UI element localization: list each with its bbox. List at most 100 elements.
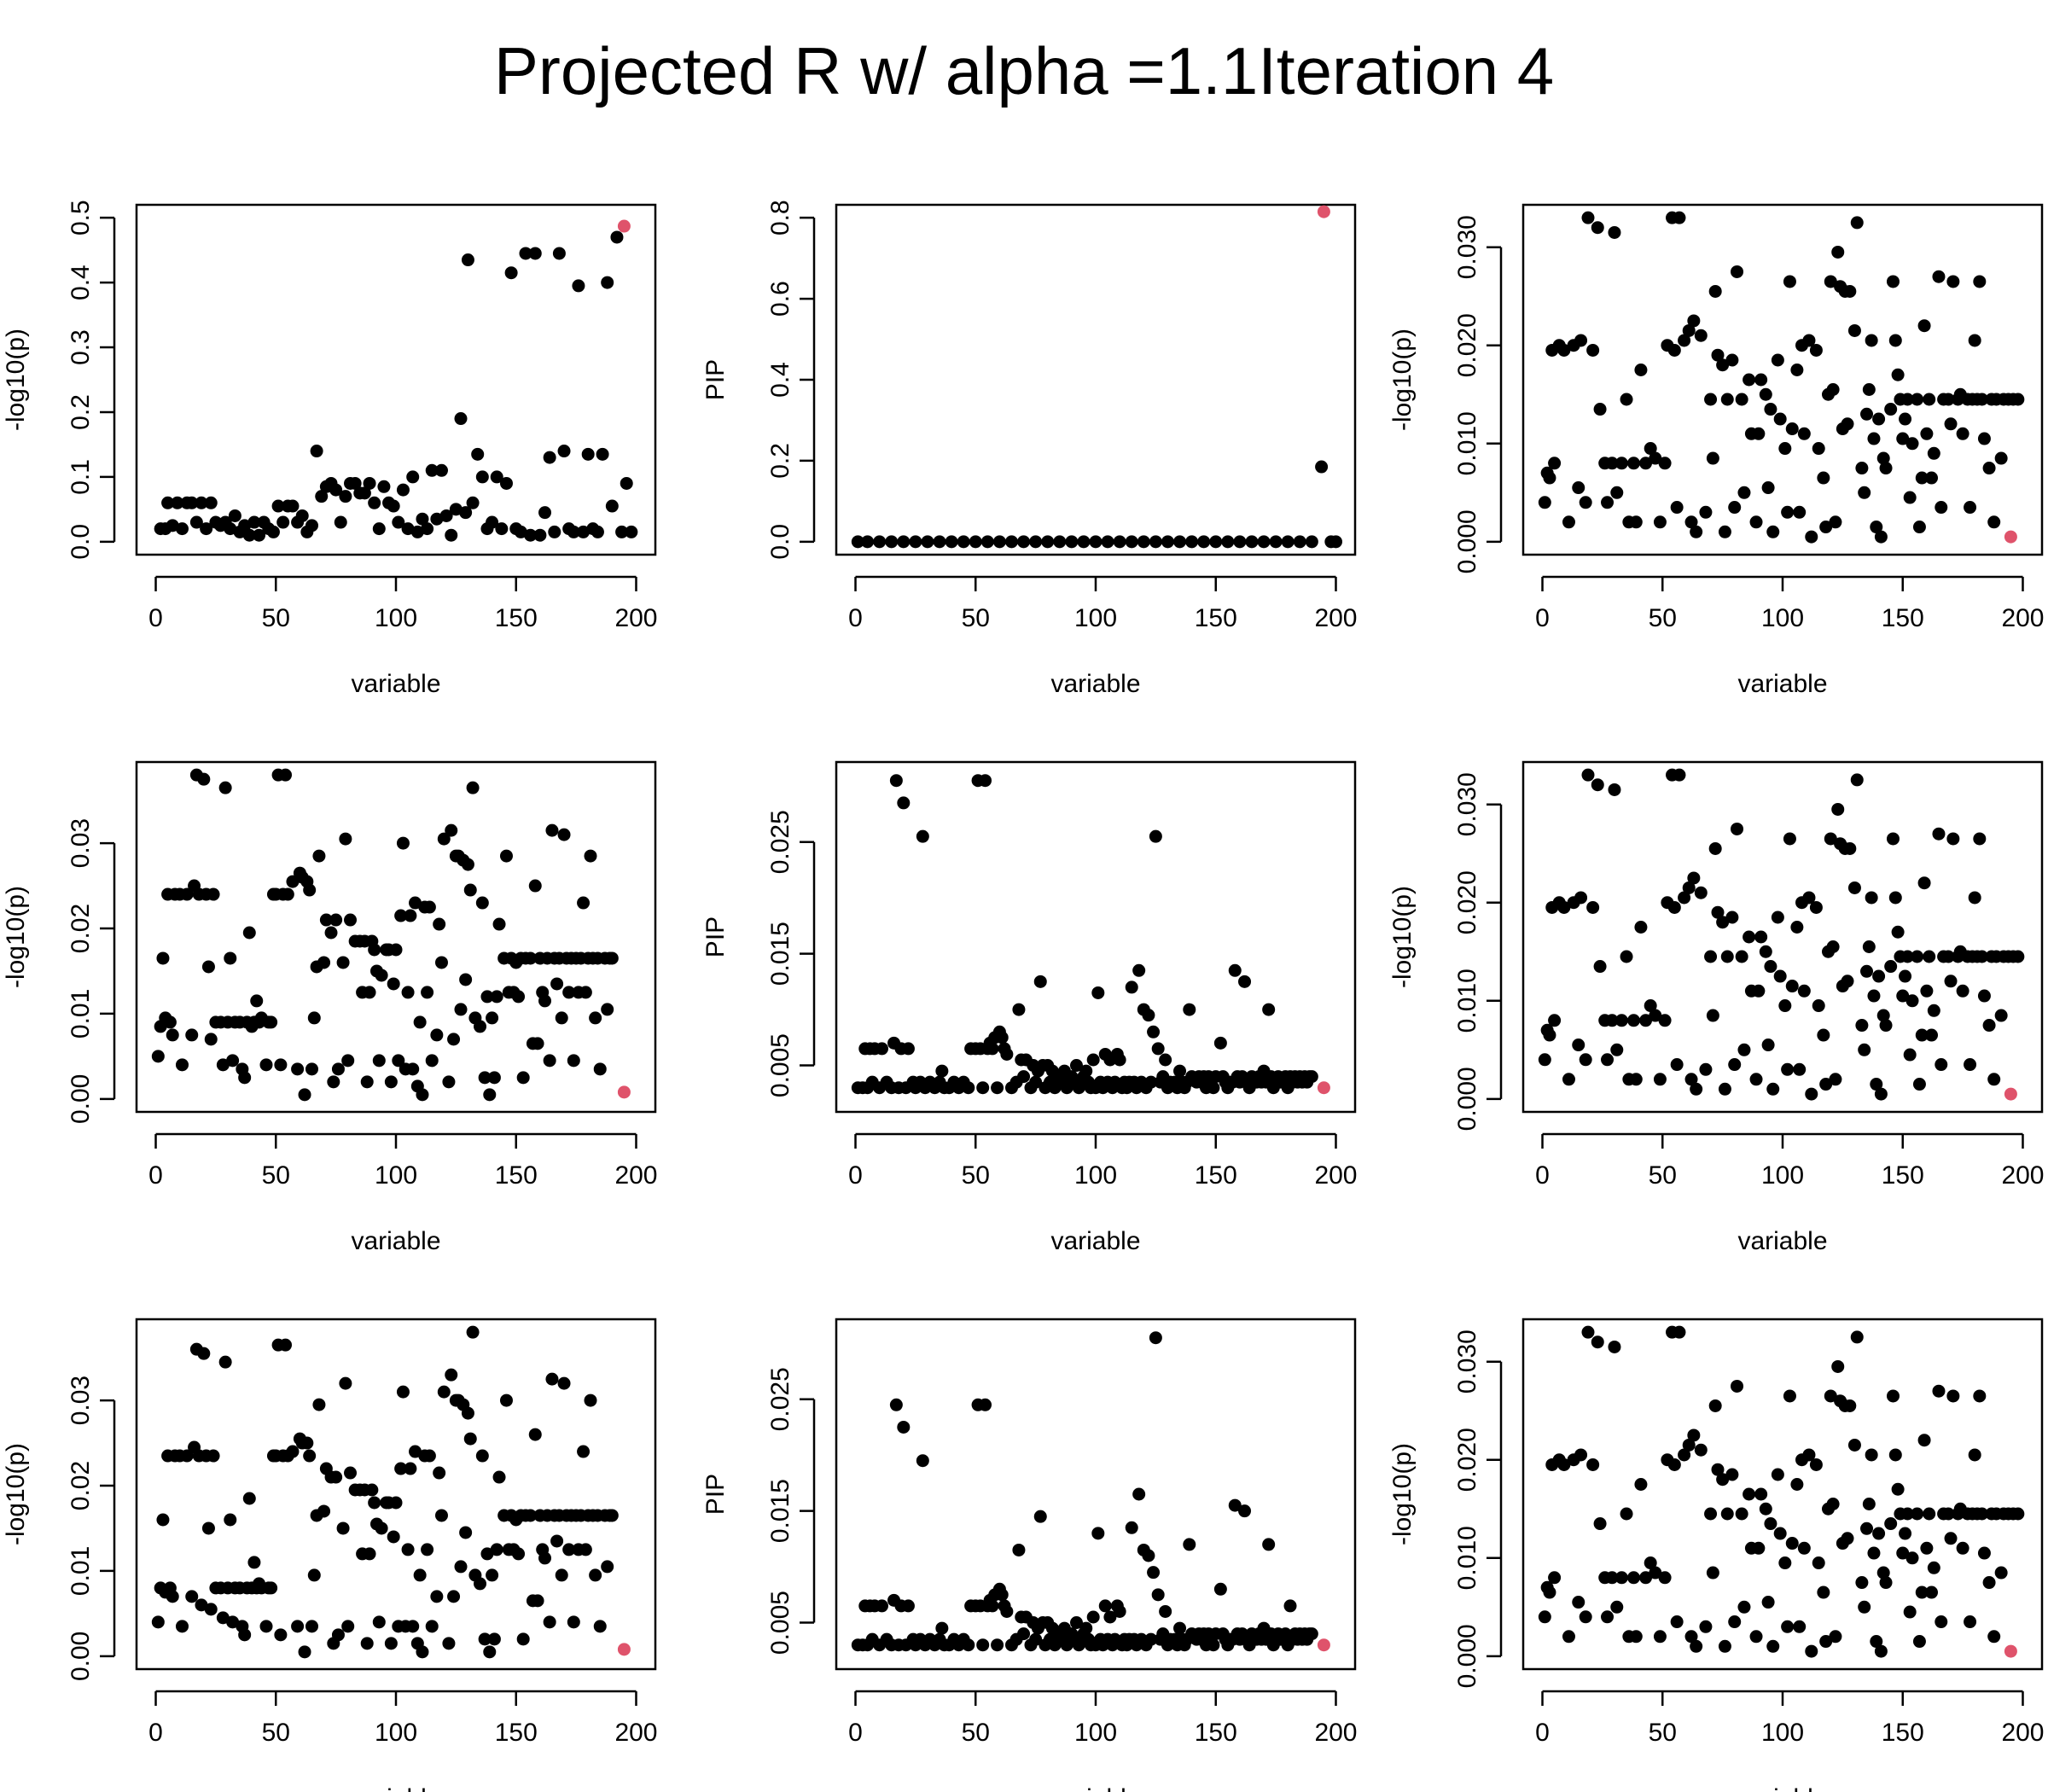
y-axis-label: PIP <box>701 359 730 400</box>
data-point <box>1872 969 1886 983</box>
data-point <box>1562 1073 1575 1086</box>
data-point <box>454 1560 468 1574</box>
data-point <box>957 535 970 549</box>
data-point <box>1634 1477 1648 1491</box>
plot-frame <box>135 1318 657 1671</box>
data-point <box>1773 412 1787 426</box>
data-point <box>538 1551 552 1565</box>
data-point <box>1973 832 1987 846</box>
data-point <box>291 1620 305 1633</box>
data-point <box>1012 1543 1026 1556</box>
data-point <box>1855 1019 1869 1033</box>
data-point <box>1017 1627 1031 1641</box>
data-point <box>406 1062 420 1076</box>
data-point <box>305 519 318 532</box>
data-point <box>348 476 362 490</box>
data-point <box>1841 1532 1854 1545</box>
data-point <box>1884 403 1898 416</box>
data-point <box>543 1615 556 1629</box>
x-tick-label: 50 <box>262 604 290 632</box>
data-point <box>416 512 429 526</box>
data-point <box>449 503 463 516</box>
data-point <box>1029 535 1043 549</box>
x-axis-label: variable <box>1737 1784 1827 1792</box>
data-point <box>1572 481 1585 495</box>
y-tick-label: 0.00 <box>67 1632 95 1681</box>
x-tick-label: 100 <box>375 1719 417 1747</box>
data-point <box>1667 343 1681 357</box>
data-point <box>1238 975 1252 988</box>
plot-frame <box>835 760 1357 1114</box>
data-point <box>875 1599 888 1613</box>
data-point <box>1694 329 1708 342</box>
data-point <box>562 986 576 999</box>
data-point <box>1783 832 1796 846</box>
data-point <box>1113 1053 1126 1067</box>
y-tick-label: 0.1 <box>67 459 95 495</box>
data-point <box>1826 940 1840 954</box>
data-point <box>1956 1541 1969 1555</box>
data-point <box>1144 1075 1158 1089</box>
data-point <box>461 253 474 267</box>
data-point <box>1829 1630 1842 1644</box>
data-point <box>1941 393 1955 406</box>
data-point <box>1077 535 1091 549</box>
data-point <box>1601 1053 1615 1067</box>
data-point <box>567 1054 580 1068</box>
data-point <box>1033 1510 1047 1523</box>
data-point <box>344 913 358 927</box>
data-point <box>962 1638 975 1652</box>
data-point <box>567 525 580 538</box>
data-point <box>1797 427 1811 440</box>
data-point <box>545 1372 559 1386</box>
data-point <box>901 1042 915 1056</box>
data-point <box>166 1028 179 1042</box>
data-point <box>1644 1556 1657 1570</box>
data-point <box>1761 481 1775 495</box>
data-point <box>1142 1009 1155 1022</box>
data-point <box>1731 265 1744 278</box>
data-point <box>1159 1604 1172 1618</box>
data-point <box>1865 1448 1878 1462</box>
data-point <box>341 1620 355 1633</box>
data-point <box>1785 980 1799 993</box>
data-point <box>1826 1498 1840 1511</box>
data-point <box>1862 940 1876 954</box>
data-point <box>1629 515 1643 529</box>
data-point <box>499 849 513 863</box>
data-point <box>885 535 899 549</box>
data-point <box>1793 1620 1807 1633</box>
data-point <box>1903 491 1917 504</box>
y-tick-label: 0.8 <box>766 200 794 236</box>
data-point <box>1173 1621 1187 1635</box>
data-point <box>1262 1538 1276 1551</box>
data-point <box>935 1621 949 1635</box>
data-point <box>1805 1644 1818 1658</box>
data-point <box>1704 393 1718 406</box>
data-point <box>1690 1082 1703 1096</box>
data-point <box>1538 1053 1551 1067</box>
data-point <box>1548 1014 1562 1027</box>
data-point <box>461 1406 474 1420</box>
data-point <box>1977 989 1991 1003</box>
data-point <box>430 512 444 526</box>
x-tick-label: 150 <box>495 1161 538 1190</box>
data-point <box>1608 783 1621 796</box>
data-point <box>1608 1340 1621 1353</box>
data-point <box>1029 1075 1043 1089</box>
data-point <box>271 499 285 513</box>
plot-frame <box>835 203 1357 556</box>
data-point <box>1718 525 1731 538</box>
data-point <box>1735 950 1748 963</box>
data-point <box>387 977 400 991</box>
y-tick-label: 0.5 <box>67 200 95 236</box>
data-point <box>1706 1566 1719 1580</box>
data-point <box>1905 437 1919 451</box>
highlight-point <box>1317 205 1330 218</box>
data-point <box>1543 1028 1556 1042</box>
data-point <box>1737 1600 1751 1614</box>
data-point <box>1678 334 1691 347</box>
data-point <box>1964 501 1977 515</box>
data-point <box>1879 462 1893 475</box>
data-point <box>394 909 408 922</box>
